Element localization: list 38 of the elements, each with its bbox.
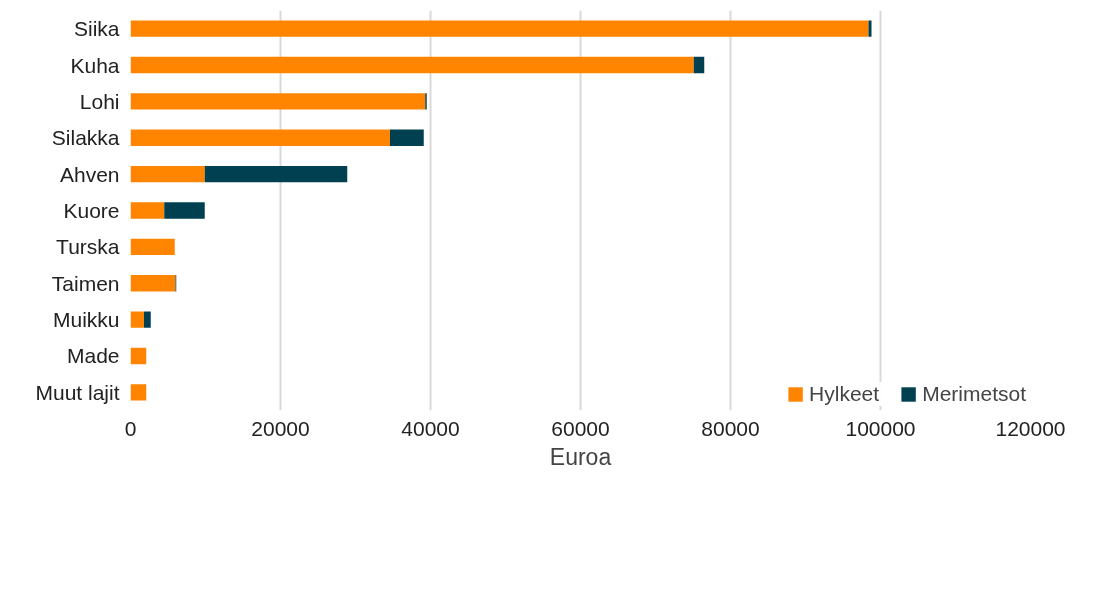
y-tick-label: Made (66, 344, 120, 368)
bar (130, 165, 205, 183)
bar (130, 275, 176, 292)
x-axis-title: Euroa (549, 443, 612, 470)
x-tick-label: 120000 (995, 416, 1066, 440)
bar (130, 129, 390, 146)
bar (130, 20, 869, 37)
y-tick-label: Taimen (51, 271, 120, 295)
y-tick-label: Muikku (52, 308, 120, 332)
bar (130, 384, 147, 401)
x-tick-label: 100000 (845, 416, 916, 440)
bar (130, 311, 144, 328)
y-tick-label: Kuha (70, 53, 120, 77)
x-tick-label: 40000 (401, 416, 460, 440)
bar (144, 311, 151, 328)
y-tick-label: Ahven (59, 162, 120, 186)
y-tick-label: Kuore (63, 199, 120, 222)
y-tick-label: Lohi (79, 89, 120, 113)
bar (390, 129, 424, 146)
bar (693, 56, 705, 74)
bar (130, 347, 147, 365)
x-tick-label: 80000 (701, 416, 760, 440)
bar (868, 20, 872, 37)
x-tick-label: 0 (124, 416, 137, 440)
x-tick-label: 60000 (551, 416, 610, 440)
y-tick-label: Muut lajit (35, 380, 120, 404)
bar (130, 202, 165, 219)
bar (130, 93, 426, 110)
legend-label: Hylkeet (809, 382, 880, 406)
y-tick-label: Silakka (51, 126, 120, 150)
y-tick-label: Siika (73, 17, 120, 41)
bar (204, 165, 348, 183)
legend-label: Merimetsot (922, 382, 1026, 406)
bar (164, 202, 205, 219)
bar (130, 238, 175, 256)
y-tick-label: Turska (56, 235, 120, 259)
x-tick-label: 20000 (251, 416, 310, 440)
bar (130, 56, 694, 74)
